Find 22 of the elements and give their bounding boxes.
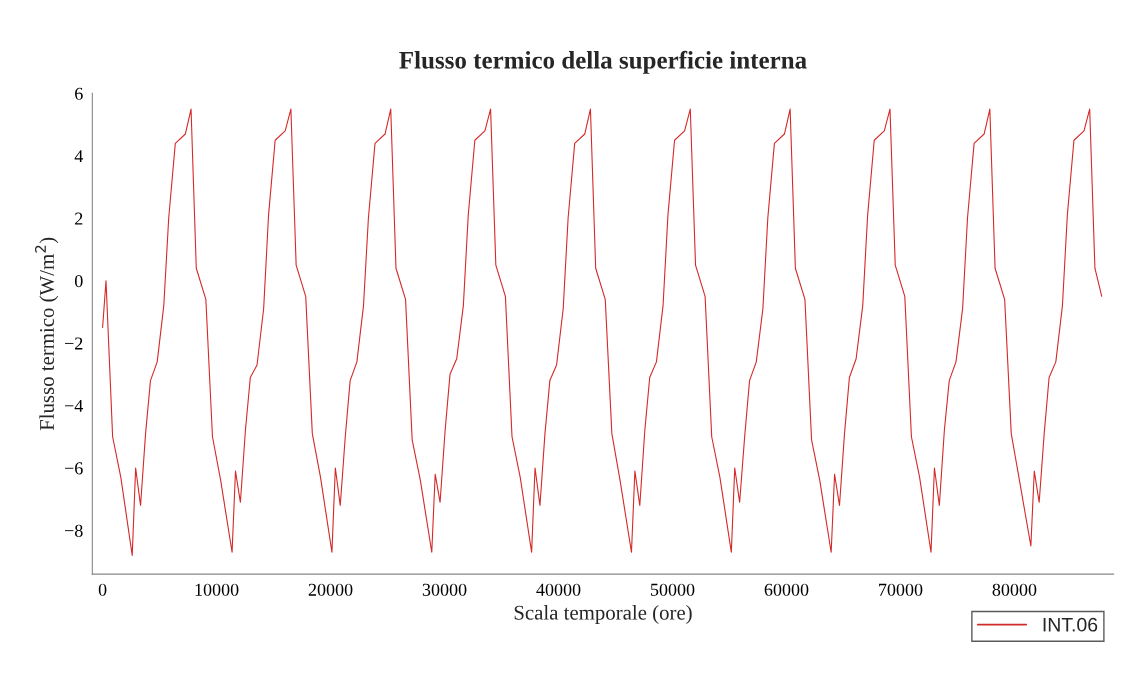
x-tick-label: 10000	[195, 583, 239, 596]
y-tick-label: −8	[64, 524, 83, 537]
chart-title: Flusso termico della superficie interna	[399, 50, 807, 74]
y-axis-title: Flusso termico (W/m$^{2}$)	[35, 237, 59, 431]
y-tick-label: −6	[64, 462, 83, 475]
x-tick-label: 20000	[308, 583, 353, 596]
x-tick-label: 70000	[879, 583, 923, 596]
y-tick-label: 4	[74, 150, 84, 163]
x-tick-label: 80000	[992, 583, 1037, 596]
y-tick-label: 2	[75, 212, 83, 225]
y-tick-label: 6	[75, 87, 83, 100]
legend-label: INT.06	[1043, 617, 1098, 632]
x-axis-title: Scala temporale (ore)	[514, 605, 692, 624]
y-tick-label: −2	[64, 337, 83, 350]
x-tick-label: 0	[98, 583, 107, 596]
y-tick-label: −4	[64, 399, 84, 412]
x-tick-label: 60000	[764, 583, 809, 596]
line-series	[102, 108, 1103, 556]
x-tick-label: 50000	[650, 583, 695, 596]
x-tick-label: 40000	[536, 583, 581, 596]
x-tick-label: 30000	[422, 583, 467, 596]
y-tick-label: 0	[74, 274, 83, 288]
